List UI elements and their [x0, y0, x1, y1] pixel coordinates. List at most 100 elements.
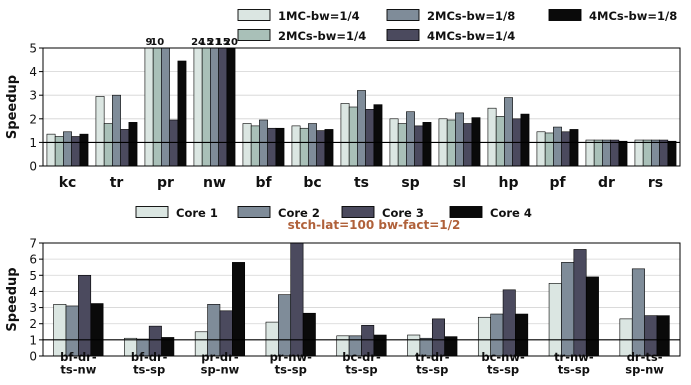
- bar-hp-2mcs-bw-1-4: [495, 116, 505, 167]
- x-category-label-line: ts-sp: [345, 363, 377, 377]
- x-category-label-line: hp: [499, 175, 519, 191]
- clipped-value-label: 15: [216, 37, 230, 48]
- bar-pf-4mcs-bw-1-4: [561, 131, 571, 167]
- bar-dr-ts-sp-nw-core-2: [631, 268, 645, 357]
- x-category-label-line: ts-nw: [60, 363, 96, 377]
- bar-rs-2mcs-bw-1-8: [651, 139, 660, 167]
- x-category-label: bf: [255, 175, 272, 191]
- x-category-label: tr: [110, 175, 124, 191]
- bar-tr-2mcs-bw-1-8: [112, 94, 121, 167]
- legend: Core 1 Core 2 Core 3 Core 4: [135, 206, 532, 220]
- bar-pr-nw-ts-sp-core-3: [290, 242, 304, 357]
- bar-ts-1mc-bw-1-4: [340, 103, 350, 167]
- y-tick-label: 2: [29, 317, 37, 331]
- bar-sl-4mcs-bw-1-4: [463, 123, 473, 167]
- bar-dr-4mcs-bw-1-4: [610, 139, 620, 167]
- x-category-label-line: pf: [549, 175, 566, 191]
- bar-nw-4mcs-bw-1-8: [226, 47, 236, 167]
- x-category-label-line: pr-nw-: [270, 350, 312, 364]
- legend-label-core-2: Core 2: [278, 206, 320, 220]
- bar-ts-2mcs-bw-1-8: [357, 90, 366, 167]
- y-tick-label: 1: [29, 136, 37, 150]
- bar-rs-2mcs-bw-1-4: [642, 139, 652, 167]
- bar-bc-4mcs-bw-1-8: [324, 129, 334, 167]
- x-category-label: sl: [453, 175, 466, 191]
- bar-pf-2mcs-bw-1-8: [553, 126, 562, 167]
- bar-bc-2mcs-bw-1-8: [308, 123, 317, 167]
- x-category-label-line: ts-sp: [275, 363, 307, 377]
- x-category-label: dr: [598, 175, 615, 191]
- x-category-label: bc: [303, 175, 321, 191]
- bar-kc-4mcs-bw-1-8: [79, 133, 89, 167]
- legend-label-2mcs-bw-1-8: 2MCs-bw=1/8: [427, 9, 515, 23]
- legend-swatch-4mcs-bw-1-4: [386, 29, 420, 41]
- bar-ts-4mcs-bw-1-4: [365, 109, 375, 167]
- x-category-label: pf: [549, 175, 566, 191]
- bar-tr-nw-ts-sp-core-4: [585, 276, 599, 357]
- legend-label-1mc-bw-1-4: 1MC-bw=1/4: [278, 9, 360, 23]
- legend-swatch-core-1: [135, 206, 169, 218]
- x-category-label-line: bc: [303, 175, 321, 191]
- bar-nw-2mcs-bw-1-4: [201, 47, 211, 167]
- y-tick-label: 5: [29, 269, 37, 283]
- bar-hp-4mcs-bw-1-8: [520, 113, 530, 167]
- bar-sp-2mcs-bw-1-8: [406, 111, 415, 167]
- bar-bc-nw-ts-sp-core-3: [502, 289, 516, 357]
- legend-swatch-core-3: [341, 206, 375, 218]
- bar-pr-dr-sp-nw-core-4: [232, 262, 246, 357]
- y-tick-label: 3: [29, 89, 37, 103]
- legend-label-4mcs-bw-1-8: 4MCs-bw=1/8: [589, 9, 677, 23]
- x-category-label: bf-dr-ts-sp: [131, 350, 168, 377]
- bar-bc-4mcs-bw-1-4: [316, 130, 326, 167]
- bar-pr-1mc-bw-1-4: [144, 47, 154, 167]
- bar-ts-4mcs-bw-1-8: [373, 104, 383, 167]
- y-tick-label: 4: [29, 285, 37, 299]
- x-category-label: nw: [203, 175, 226, 191]
- bar-kc-4mcs-bw-1-4: [71, 136, 81, 167]
- y-tick-label: 6: [29, 253, 37, 267]
- bar-rs-4mcs-bw-1-4: [659, 139, 669, 167]
- bar-tr-nw-ts-sp-core-1: [548, 283, 562, 357]
- bar-ts-2mcs-bw-1-4: [348, 106, 358, 167]
- x-category-label-line: ts-sp: [487, 363, 519, 377]
- x-category-label: hp: [499, 175, 519, 191]
- bar-pr-4mcs-bw-1-8: [177, 60, 187, 167]
- y-tick-label: 0: [29, 160, 37, 174]
- bar-rs-4mcs-bw-1-8: [667, 140, 677, 167]
- bar-bf-dr-ts-nw-core-4: [90, 303, 104, 357]
- x-category-label: dr-ts-sp-nw: [625, 350, 664, 377]
- chart-subtitle: stch-lat=100 bw-fact=1/2: [288, 218, 461, 232]
- x-category-label-line: bc-nw-: [481, 350, 525, 364]
- x-category-label-line: sp-nw: [625, 363, 664, 377]
- clipped-value-label: 24: [191, 37, 205, 48]
- clipped-value-label: 9: [146, 37, 153, 48]
- x-category-label: tr-nw-ts-sp: [554, 350, 594, 377]
- x-category-label-line: bf-dr-: [131, 350, 168, 364]
- bar-hp-1mc-bw-1-4: [487, 107, 497, 167]
- bar-sl-2mcs-bw-1-8: [455, 112, 464, 167]
- x-category-label: bc-nw-ts-sp: [481, 350, 525, 377]
- bar-nw-2mcs-bw-1-8: [210, 47, 219, 167]
- x-category-label-line: bf: [255, 175, 272, 191]
- x-category-label-line: sp-nw: [201, 363, 240, 377]
- legend-swatch-core-4: [449, 206, 483, 218]
- x-category-label: pr: [157, 175, 174, 191]
- y-tick-label: 0: [29, 350, 37, 364]
- x-category-label: sp: [401, 175, 419, 191]
- bar-bc-1mc-bw-1-4: [291, 125, 301, 167]
- x-category-label: ts: [354, 175, 369, 191]
- legend-label-core-4: Core 4: [490, 206, 532, 220]
- legend-label-2mcs-bw-1-4: 2MCs-bw=1/4: [278, 29, 366, 43]
- legend-swatch-4mcs-bw-1-8: [548, 9, 582, 21]
- plot-frame: [42, 242, 681, 357]
- bar-dr-4mcs-bw-1-8: [618, 140, 628, 167]
- bar-dr-1mc-bw-1-4: [585, 139, 595, 167]
- x-category-label-line: nw: [203, 175, 226, 191]
- plot-frame: [42, 47, 681, 167]
- x-category-label-line: sp: [401, 175, 419, 191]
- legend: 1MC-bw=1/4 2MCs-bw=1/8 4MCs-bw=1/8 2MCs-bw=…: [237, 9, 677, 43]
- clipped-value-label: 21: [208, 37, 222, 48]
- bar-tr-2mcs-bw-1-4: [103, 123, 113, 167]
- y-axis-label: Speedup: [5, 75, 20, 139]
- y-tick-label: 1: [29, 333, 37, 347]
